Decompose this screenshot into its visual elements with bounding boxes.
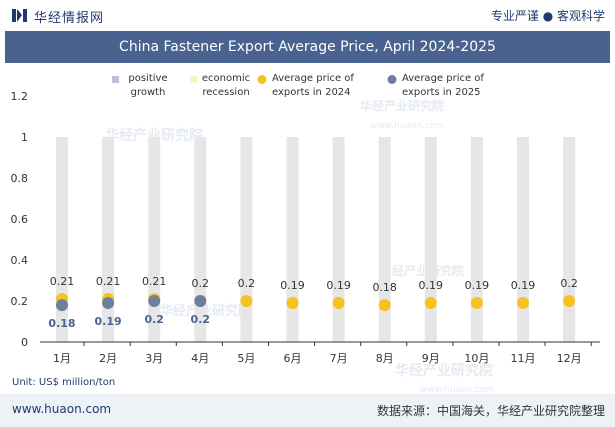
x-tick-label: 5月	[237, 352, 255, 365]
series-2024: 0.21 0.21 0.21 0.2 0.2 0.19 0.19 0.18 0.19 0.19 0.…	[50, 275, 578, 312]
chart-title: China Fastener Export Average Price, Apr…	[5, 31, 610, 63]
watermark-text: 华经产业研究院	[395, 362, 493, 379]
label-2024-6月: 0.19	[280, 279, 305, 292]
label-2025-4月: 0.2	[191, 313, 211, 326]
point-2024-11月	[517, 297, 529, 310]
legend-label-1-line2: growth	[131, 87, 166, 98]
x-tick-label: 10月	[464, 352, 489, 365]
x-tick-label: 2月	[99, 352, 117, 365]
bar-9月	[424, 137, 437, 342]
y-tick-label: 1	[21, 131, 28, 144]
label-2024-5月: 0.2	[238, 277, 256, 290]
point-2024-10月	[470, 297, 483, 310]
y-tick-label: 1.2	[11, 90, 29, 103]
bar-5月	[240, 137, 253, 342]
watermark-text: 华经产业研究院	[380, 263, 464, 278]
x-tick-label: 12月	[557, 352, 582, 365]
label-2024-10月: 0.19	[465, 279, 490, 292]
x-tick-label: 11月	[511, 352, 536, 365]
point-2024-9月	[424, 297, 437, 310]
bar-2月	[102, 137, 115, 342]
x-tick-label: 4月	[191, 352, 209, 365]
label-2025-3月: 0.2	[144, 313, 164, 326]
x-tick-label: 7月	[330, 352, 348, 365]
x-tick-label: 9月	[422, 352, 440, 365]
tagline: 专业严谨 ● 客观科学	[490, 9, 605, 23]
label-2025-2月: 0.19	[95, 315, 122, 328]
y-tick-label: 0.8	[11, 172, 29, 185]
point-2024-12月	[563, 295, 576, 307]
unit-label: Unit: US$ million/ton	[12, 377, 116, 388]
bar-7月	[332, 137, 345, 342]
legend-marker-2	[190, 76, 197, 83]
point-2024-7月	[332, 297, 345, 310]
x-tick-label: 3月	[145, 352, 163, 365]
y-tick-label: 0.4	[11, 254, 29, 267]
legend-marker-4	[387, 75, 397, 84]
label-2024-4月: 0.2	[192, 277, 210, 290]
label-2024-3月: 0.21	[142, 275, 167, 288]
legend-marker-3	[257, 75, 267, 84]
watermark-url: www.huaon.com	[370, 121, 444, 131]
legend-label-2-line2: recession	[202, 87, 249, 98]
bar-8月	[378, 137, 391, 342]
bar-3月	[148, 137, 161, 342]
bar-11月	[517, 137, 529, 342]
legend-label-4-line2: exports in 2025	[402, 87, 481, 98]
brand-name: 华经情报网	[34, 11, 105, 26]
series-2025: 0.18 0.19 0.2 0.2	[48, 295, 210, 330]
x-tick-label: 1月	[53, 352, 71, 365]
x-tick-label: 8月	[376, 352, 394, 365]
legend-label-2-line1: economic	[202, 73, 250, 84]
legend-label-4-line1: Average price of	[402, 73, 484, 84]
label-2024-9月: 0.19	[419, 279, 444, 292]
y-tick-label: 0.2	[11, 295, 29, 308]
y-tick-label: 0.6	[11, 213, 29, 226]
label-2025-1月: 0.18	[48, 317, 75, 330]
point-2025-2月	[102, 297, 115, 310]
chart-area: 华经产业研究院华经产业研究院华经产业研究院华经产业研究院华经产业研究院www.h…	[11, 73, 600, 395]
point-2024-8月	[378, 299, 391, 312]
bar-6月	[286, 137, 299, 342]
bar-series	[56, 137, 576, 342]
label-2024-1月: 0.21	[50, 275, 75, 288]
data-source: 数据来源：中国海关，华经产业研究院整理	[376, 404, 605, 418]
bar-1月	[56, 137, 68, 342]
y-axis: 0 0.2 0.4 0.6 0.8 1 1.2	[11, 90, 29, 349]
watermark-url: www.huaon.com	[420, 385, 494, 395]
point-2024-5月	[240, 295, 253, 307]
x-axis: 1月 2月 3月 4月 5月 6月 7月 8月 9月 10月 11月 12月	[40, 341, 600, 365]
watermark-text: 华经产业研究院	[105, 127, 203, 144]
point-2024-6月	[286, 297, 299, 310]
point-2025-3月	[148, 295, 161, 307]
legend-label-3-line2: exports in 2024	[272, 87, 351, 98]
watermark-text: 华经产业研究院	[360, 98, 444, 113]
label-2024-11月: 0.19	[511, 279, 536, 292]
label-2024-12月: 0.2	[560, 277, 578, 290]
x-tick-label: 6月	[284, 352, 302, 365]
label-2024-2月: 0.21	[96, 275, 121, 288]
legend-marker-1	[112, 76, 119, 83]
bar-4月	[194, 137, 207, 342]
legend-label-3-line1: Average price of	[272, 73, 354, 84]
footer: www.huaon.com 数据来源：中国海关，华经产业研究院整理	[0, 394, 615, 427]
label-2024-8月: 0.18	[372, 281, 397, 294]
bar-12月	[563, 137, 576, 342]
huajing-logo-icon	[12, 9, 27, 22]
point-2025-4月	[194, 295, 207, 307]
bar-10月	[470, 137, 483, 342]
point-2025-1月	[56, 299, 68, 312]
legend: positive growth economic recession Average p…	[112, 73, 484, 98]
top-bar: 华经情报网 专业严谨 ● 客观科学	[0, 0, 615, 30]
y-tick-label: 0	[21, 336, 28, 349]
label-2024-7月: 0.19	[326, 279, 351, 292]
website-link[interactable]: www.huaon.com	[12, 402, 112, 416]
legend-label-1-line1: positive	[128, 73, 167, 84]
